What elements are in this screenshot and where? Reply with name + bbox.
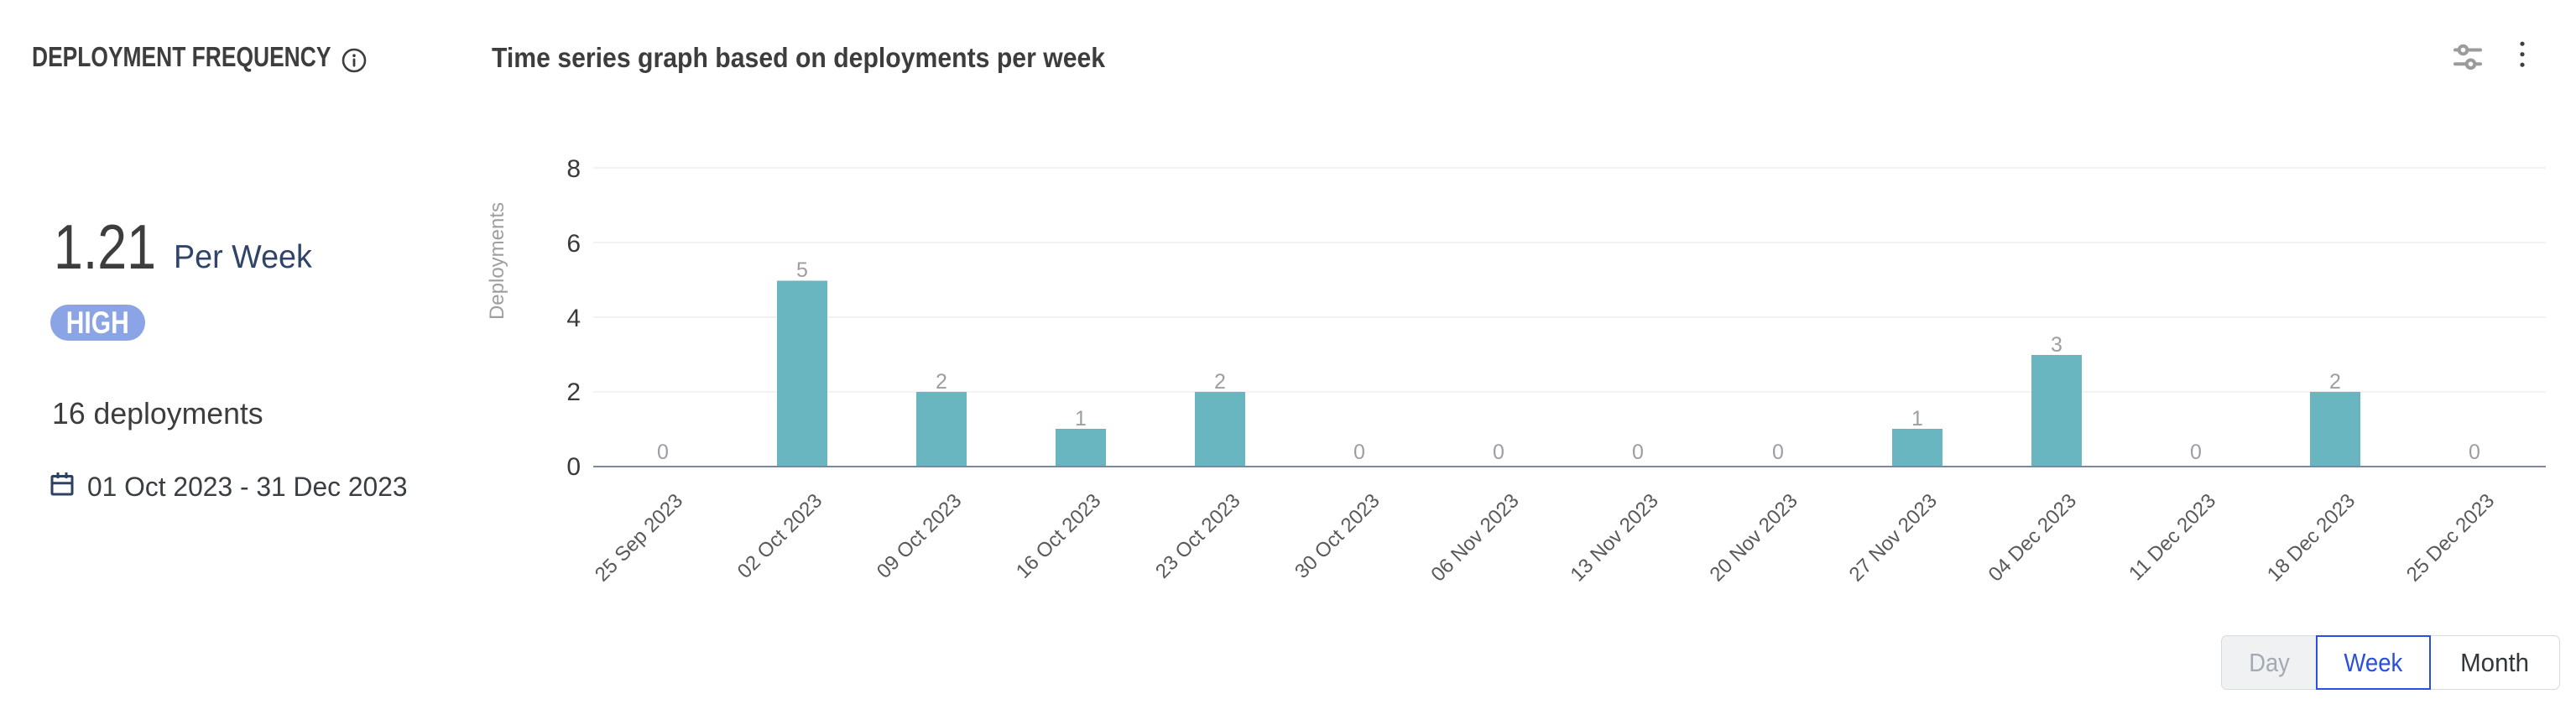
svg-text:0: 0	[566, 453, 581, 481]
svg-text:3: 3	[2051, 333, 2062, 357]
svg-text:1: 1	[1075, 407, 1087, 430]
svg-text:1: 1	[1911, 407, 1923, 430]
svg-text:5: 5	[796, 258, 808, 282]
svg-text:0: 0	[1772, 441, 1784, 464]
svg-text:13 Nov 2023: 13 Nov 2023	[1567, 489, 1663, 586]
svg-text:02 Oct 2023: 02 Oct 2023	[733, 489, 827, 583]
svg-text:0: 0	[2469, 441, 2480, 464]
svg-text:25 Sep 2023: 25 Sep 2023	[591, 489, 687, 586]
svg-text:25 Dec 2023: 25 Dec 2023	[2402, 489, 2499, 586]
svg-text:0: 0	[1353, 441, 1365, 464]
svg-text:06 Nov 2023: 06 Nov 2023	[1426, 489, 1523, 586]
svg-text:18 Dec 2023: 18 Dec 2023	[2263, 489, 2360, 586]
svg-text:2: 2	[1214, 370, 1226, 394]
svg-text:30 Oct 2023: 30 Oct 2023	[1291, 489, 1384, 583]
svg-text:0: 0	[1632, 441, 1644, 464]
svg-text:16 Oct 2023: 16 Oct 2023	[1012, 489, 1106, 583]
svg-text:4: 4	[566, 305, 581, 332]
svg-text:0: 0	[2190, 441, 2202, 464]
svg-text:23 Oct 2023: 23 Oct 2023	[1151, 489, 1245, 583]
svg-text:11 Dec 2023: 11 Dec 2023	[2125, 489, 2220, 585]
svg-text:Deployments: Deployments	[486, 202, 508, 320]
svg-text:0: 0	[1493, 441, 1504, 464]
svg-text:04 Dec 2023: 04 Dec 2023	[1984, 489, 2081, 586]
svg-text:8: 8	[566, 155, 581, 183]
svg-text:2: 2	[566, 378, 581, 406]
svg-text:2: 2	[2329, 370, 2341, 394]
svg-text:6: 6	[566, 230, 581, 258]
svg-text:2: 2	[936, 370, 947, 394]
svg-text:0: 0	[657, 441, 669, 464]
svg-text:27 Nov 2023: 27 Nov 2023	[1845, 489, 1942, 586]
svg-text:09 Oct 2023: 09 Oct 2023	[873, 489, 967, 583]
svg-text:20 Nov 2023: 20 Nov 2023	[1706, 489, 1802, 586]
